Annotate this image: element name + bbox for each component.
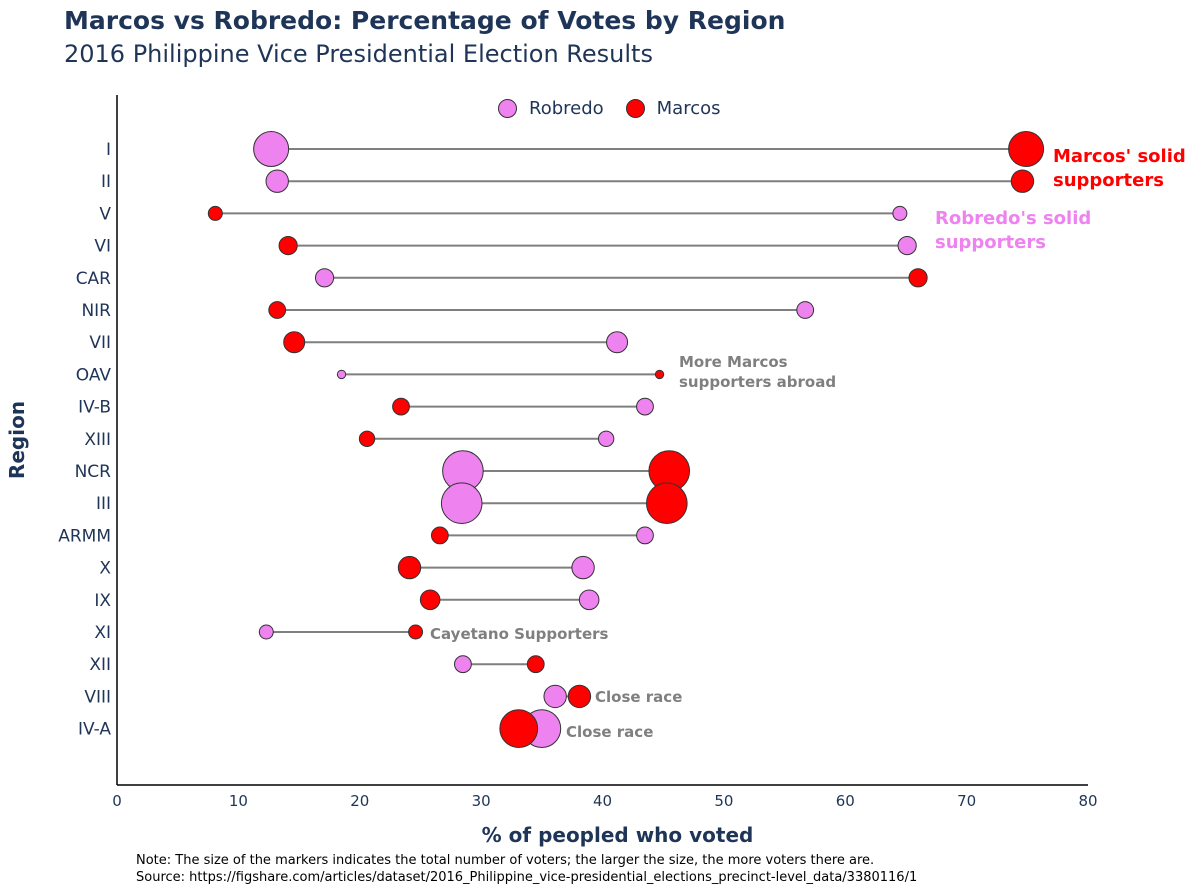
annotation-close-race-viii: Close race bbox=[595, 688, 683, 706]
y-tick-label: I bbox=[106, 140, 111, 160]
robredo-marker bbox=[571, 555, 595, 580]
connector-lines bbox=[215, 148, 1027, 730]
marcos-marker bbox=[567, 684, 592, 709]
y-tick-label: IV-B bbox=[78, 398, 111, 418]
legend-item-marcos[interactable]: Marcos bbox=[625, 98, 721, 119]
robredo-marker bbox=[636, 526, 654, 545]
y-tick-label: III bbox=[96, 494, 111, 514]
marcos-marker bbox=[419, 589, 441, 611]
robredo-marker bbox=[440, 482, 483, 525]
annotation-line: supporters bbox=[935, 232, 1046, 253]
robredo-marker bbox=[258, 624, 274, 640]
x-tick-label: 0 bbox=[112, 792, 122, 810]
robredo-marker bbox=[543, 684, 567, 709]
robredo-marker bbox=[578, 589, 600, 611]
annotation-line: supporters abroad bbox=[679, 373, 837, 391]
y-tick-label: XI bbox=[94, 623, 111, 643]
y-tick-label: OAV bbox=[76, 365, 112, 385]
legend-label-marcos: Marcos bbox=[656, 98, 721, 119]
robredo-marker bbox=[606, 331, 629, 354]
x-tick-label: 10 bbox=[229, 792, 248, 810]
x-tick-label: 30 bbox=[472, 792, 491, 810]
robredo-marker bbox=[892, 205, 908, 221]
annotation-robredo-solid: Robredo's solid supporters bbox=[935, 207, 1091, 255]
legend-swatch-robredo bbox=[498, 99, 517, 118]
annotation-line: Robredo's solid bbox=[935, 208, 1092, 229]
y-tick-label: IV-A bbox=[78, 720, 111, 740]
footnote: Note: The size of the markers indicates … bbox=[136, 852, 917, 886]
marcos-marker bbox=[499, 709, 539, 748]
marcos-marker bbox=[908, 268, 928, 288]
marcos-marker bbox=[358, 430, 376, 447]
y-tick-label: CAR bbox=[76, 269, 111, 289]
marcos-marker bbox=[1008, 131, 1045, 167]
robredo-marker bbox=[796, 301, 815, 319]
y-tick-label: II bbox=[101, 172, 111, 192]
data-markers bbox=[207, 131, 1045, 748]
marcos-marker bbox=[430, 526, 449, 545]
axis-labels: 0 10 20 30 40 50 60 70 80 % of peopled who voted R… bbox=[5, 140, 1098, 847]
x-tick-label: 50 bbox=[714, 792, 733, 810]
y-tick-label: NIR bbox=[81, 301, 111, 321]
y-axis-title: Region bbox=[5, 401, 29, 479]
marcos-marker bbox=[278, 236, 298, 256]
robredo-marker bbox=[265, 169, 289, 193]
y-tick-label: VI bbox=[94, 237, 111, 257]
robredo-marker bbox=[636, 397, 654, 416]
robredo-marker bbox=[897, 236, 917, 256]
x-tick-label: 40 bbox=[593, 792, 612, 810]
y-tick-label: XII bbox=[89, 655, 111, 675]
x-tick-label: 80 bbox=[1078, 792, 1097, 810]
y-tick-label: IX bbox=[94, 591, 111, 611]
annotation-line: More Marcos bbox=[679, 353, 788, 371]
y-tick-label: VIII bbox=[84, 687, 111, 707]
x-tick-label: 60 bbox=[836, 792, 855, 810]
legend-label-robredo: Robredo bbox=[529, 98, 604, 119]
y-tick-label: ARMM bbox=[58, 526, 111, 546]
chart-subtitle: 2016 Philippine Vice Presidential Electi… bbox=[64, 40, 653, 68]
marcos-marker bbox=[397, 555, 422, 580]
legend-item-robredo[interactable]: Robredo bbox=[498, 98, 604, 119]
x-tick-label: 20 bbox=[350, 792, 369, 810]
marcos-marker bbox=[392, 397, 410, 416]
x-axis-title: % of peopled who voted bbox=[482, 823, 754, 847]
axes bbox=[116, 95, 1088, 786]
robredo-marker bbox=[454, 655, 472, 674]
marcos-marker bbox=[207, 205, 223, 221]
y-tick-label: X bbox=[99, 559, 111, 579]
robredo-marker bbox=[336, 369, 347, 380]
y-tick-label: VII bbox=[89, 333, 111, 353]
robredo-marker bbox=[597, 430, 615, 447]
footnote-line: Note: The size of the markers indicates … bbox=[136, 853, 875, 868]
marcos-marker bbox=[408, 624, 424, 640]
annotation-cayetano: Cayetano Supporters bbox=[430, 625, 609, 643]
legend[interactable]: Robredo Marcos bbox=[498, 98, 743, 119]
legend-swatch-marcos bbox=[625, 99, 645, 118]
marcos-marker bbox=[526, 655, 545, 674]
chart-title: Marcos vs Robredo: Percentage of Votes b… bbox=[64, 6, 786, 35]
annotation-abroad: More Marcos supporters abroad bbox=[679, 352, 836, 392]
y-tick-label: XIII bbox=[84, 430, 111, 450]
annotation-close-race-iva: Close race bbox=[566, 723, 654, 741]
marcos-marker bbox=[654, 369, 665, 380]
footnote-line: Source: https://figshare.com/articles/da… bbox=[136, 870, 918, 885]
y-tick-label: V bbox=[99, 204, 111, 224]
marcos-marker bbox=[268, 301, 287, 319]
marcos-marker bbox=[283, 331, 306, 354]
y-tick-label: NCR bbox=[75, 462, 112, 482]
marcos-marker bbox=[646, 482, 688, 525]
annotation-line: Marcos' solid bbox=[1053, 146, 1186, 167]
marcos-marker bbox=[1010, 169, 1035, 193]
annotation-line: supporters bbox=[1053, 170, 1164, 191]
robredo-marker bbox=[253, 131, 290, 167]
annotation-marcos-solid: Marcos' solid supporters bbox=[1053, 145, 1186, 193]
x-tick-label: 70 bbox=[957, 792, 976, 810]
robredo-marker bbox=[314, 268, 335, 288]
